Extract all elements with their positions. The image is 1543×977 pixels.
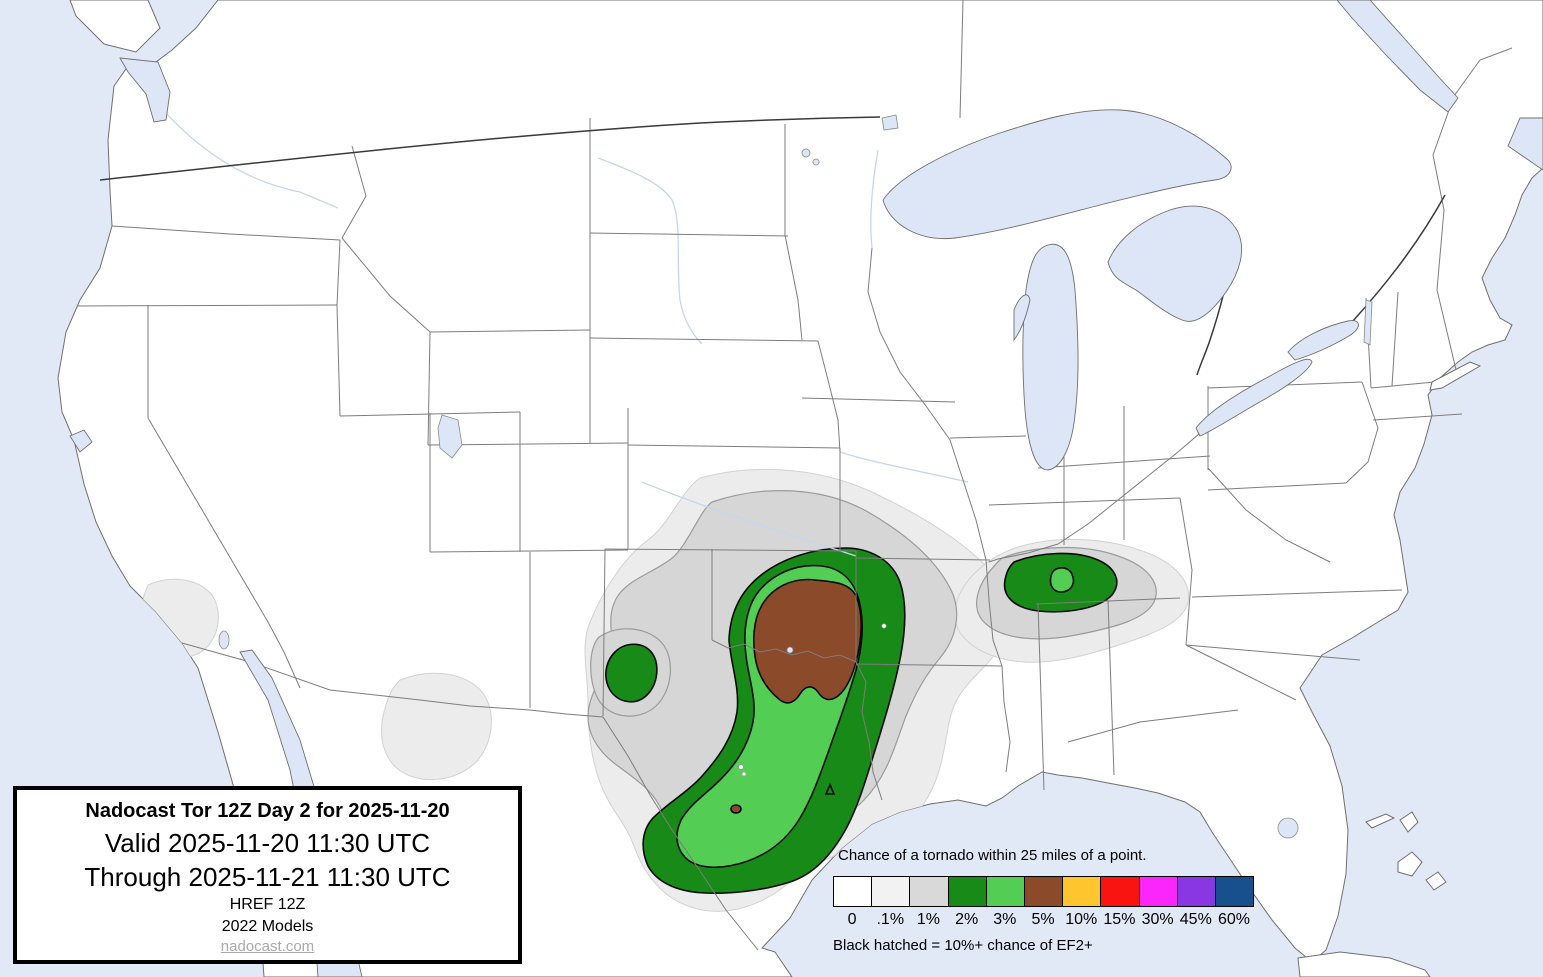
minnesota-lake: [801, 148, 811, 158]
probability-contours: [140, 468, 1190, 912]
lake-huron: [1107, 205, 1243, 322]
long-island: [1429, 361, 1482, 391]
lake-ontario: [1287, 320, 1359, 361]
forecast-model-line: HREF 12Z: [229, 896, 306, 913]
lake-champlain: [1363, 299, 1373, 346]
legend-swatch: [1100, 876, 1140, 907]
mississippi-river-border: [867, 247, 1003, 667]
tiny-lake: [738, 764, 744, 770]
forecast-title-box: Nadocast Tor 12Z Day 2 for 2025-11-20 Va…: [13, 786, 522, 964]
legend-bin-label: 30%: [1141, 911, 1174, 928]
nadocast-link[interactable]: nadocast.com: [220, 938, 315, 955]
contour-3-tennessee: [1049, 567, 1075, 593]
bay-of-fundy: [1507, 117, 1543, 171]
lake-okeechobee: [1277, 817, 1299, 839]
contour-5-spot-southtexas: [730, 804, 742, 814]
forecast-through-line: Through 2025-11-21 11:30 UTC: [84, 862, 451, 892]
tiny-lake: [881, 623, 887, 629]
puget-sound: [119, 57, 171, 123]
islands: [69, 0, 1482, 977]
lake-superior: [882, 109, 1232, 240]
legend-label-row: 0 .1% 1% 2% 3% 5% 10% 15% 30% 45% 60%: [833, 911, 1273, 929]
legend-swatch: [985, 876, 1025, 907]
legend-swatch: [909, 876, 949, 907]
legend-bin-label: 1%: [916, 911, 941, 928]
legend-swatch: [1176, 876, 1216, 907]
legend-bin-label: 45%: [1179, 911, 1212, 928]
site-link-line: nadocast.com: [17, 937, 518, 957]
lake-michigan: [1022, 243, 1079, 471]
legend-bin-label: 60%: [1217, 911, 1250, 928]
legend-title: Chance of a tornado within 25 miles of a…: [838, 847, 1147, 864]
contour-5-main: [752, 578, 862, 704]
probability-legend: Chance of a tornado within 25 miles of a…: [833, 846, 1273, 954]
contour-0p1-newmexico: [381, 672, 492, 781]
lake-texoma: [786, 646, 794, 654]
legend-bin-label: 10%: [1065, 911, 1098, 928]
bahamas-island: [1365, 813, 1396, 829]
lake-erie: [1195, 358, 1313, 437]
bahamas-island-3: [1397, 851, 1423, 877]
legend-bin-label: 3%: [993, 911, 1017, 928]
bahamas-island-4: [1425, 871, 1447, 891]
legend-bin-label: 2%: [955, 911, 979, 928]
green-bay: [1013, 294, 1031, 342]
tiny-lake: [741, 771, 747, 777]
vancouver-island: [69, 0, 161, 53]
legend-swatch: [1062, 876, 1102, 907]
great-salt-lake: [437, 414, 463, 459]
legend-swatch-row: [833, 876, 1273, 907]
st-lawrence-river: [1336, 0, 1459, 113]
legend-bin-label: 5%: [1031, 911, 1055, 928]
legend-swatch: [947, 876, 987, 907]
forecast-valid-line: Valid 2025-11-20 11:30 UTC: [104, 828, 431, 858]
lake-of-the-woods: [881, 114, 899, 131]
state-borders: [77, 0, 1513, 951]
salton-sea: [218, 630, 230, 650]
legend-swatch: [871, 876, 911, 907]
us-mexico-border: [181, 642, 759, 951]
cuba: [1297, 951, 1431, 977]
red-river-border: [711, 639, 857, 663]
minnesota-lake-2: [812, 158, 820, 166]
contour-2-inner-spot: [824, 783, 836, 795]
legend-bin-label: 0: [847, 911, 857, 928]
bahamas-island-2: [1399, 811, 1419, 833]
arkansas-river: [641, 481, 857, 557]
forecast-models-line: 2022 Models: [221, 918, 314, 935]
legend-swatch: [1138, 876, 1178, 907]
forecast-title: Nadocast Tor 12Z Day 2 for 2025-11-20: [85, 800, 450, 822]
legend-swatch: [1214, 876, 1255, 907]
san-francisco-bay: [69, 429, 93, 453]
missouri-river-lower: [839, 451, 969, 483]
legend-hatched-note: Black hatched = 10%+ chance of EF2+: [833, 937, 1093, 954]
legend-bin-label: 15%: [1103, 911, 1136, 928]
ohio-river-border: [988, 427, 1207, 563]
legend-bin-label: .1%: [876, 911, 905, 928]
legend-swatch: [833, 876, 873, 907]
upper-mississippi-river: [870, 149, 879, 249]
legend-swatch: [1023, 876, 1064, 907]
contour-2-westtexas: [605, 643, 658, 703]
